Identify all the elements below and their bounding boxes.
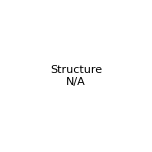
Text: Structure
N/A: Structure N/A: [50, 65, 102, 87]
